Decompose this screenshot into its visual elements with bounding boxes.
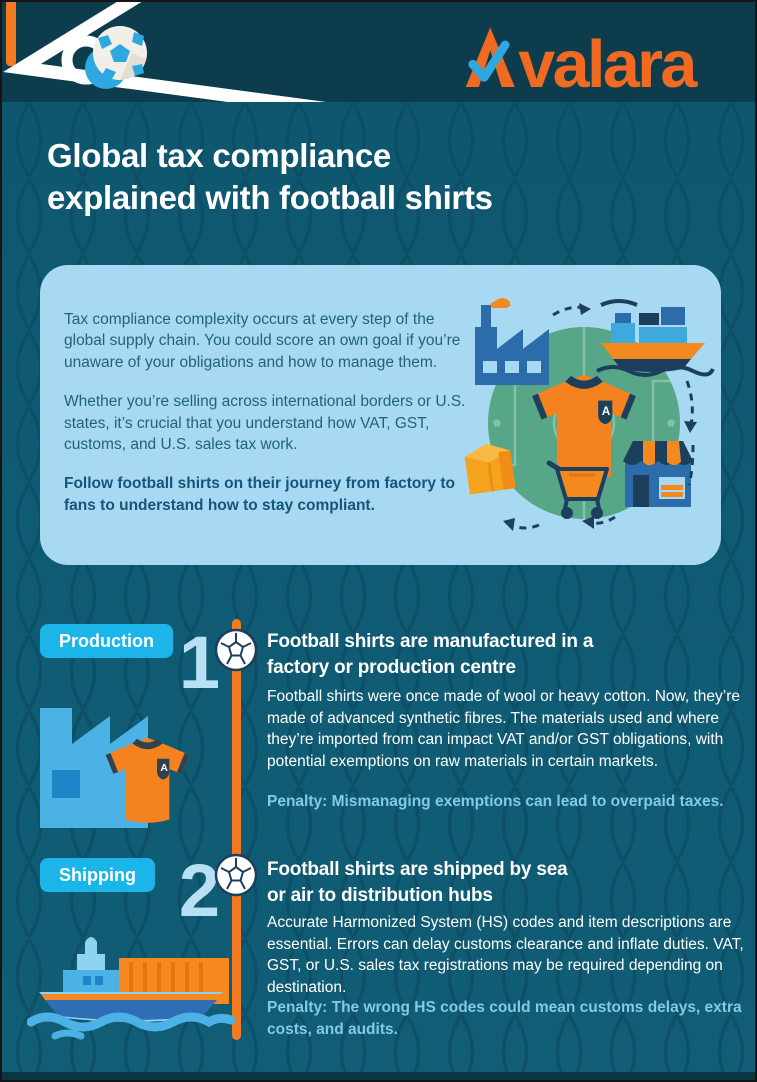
cargo-ship-icon [596,307,715,377]
checkmark-icon [468,40,510,82]
logo-wordmark: valara [518,28,698,94]
cargo-ship-icon [27,937,235,1040]
football-icon [214,853,258,897]
supply-chain-illustration: A [464,298,715,531]
svg-text:A: A [160,763,168,774]
cycle-arrows [503,299,697,531]
step-number-1: 1 [178,621,220,704]
avalara-logo: valara [465,27,701,94]
svg-text:A: A [602,404,611,418]
football-shirt-icon: A [532,374,636,481]
header-bar: valara [2,2,755,102]
badge-shipping: Shipping [40,858,155,892]
page-title: Global tax compliance explained with foo… [47,137,493,217]
step-2-heading: Football shirts are shipped by sea or ai… [267,859,568,906]
football-icon [214,628,258,672]
timeline-line [232,619,241,1040]
intro-paragraph-1: Tax compliance complexity occurs at ever… [64,311,461,371]
logo-letter-a [465,27,515,87]
shopping-cart-icon [546,460,609,519]
step-1-body: Football shirts were once made of wool o… [267,688,740,771]
footer-divider [2,1072,755,1080]
step-number-2: 2 [178,849,220,932]
package-box-icon [464,443,516,495]
step-1-heading: Football shirts are manufactured in a fa… [267,631,594,678]
badge-production: Production [40,624,173,658]
intro-card: Tax compliance complexity occurs at ever… [40,265,721,565]
step-2-body: Accurate Harmonized System (HS) codes an… [267,914,744,997]
intro-cta: Follow football shirts on their journey … [64,475,455,514]
factory-icon [475,298,549,385]
corner-flag-and-football-icon [3,2,327,102]
storefront-icon [623,441,693,507]
step-2-penalty: Penalty: The wrong HS codes could mean c… [267,999,742,1038]
factory-and-shirt-icon: A [40,708,190,828]
step-1-penalty: Penalty: Mismanaging exemptions can lead… [267,793,724,810]
intro-text: Tax compliance complexity occurs at ever… [64,309,466,516]
intro-paragraph-2: Whether you’re selling across internatio… [64,393,466,453]
